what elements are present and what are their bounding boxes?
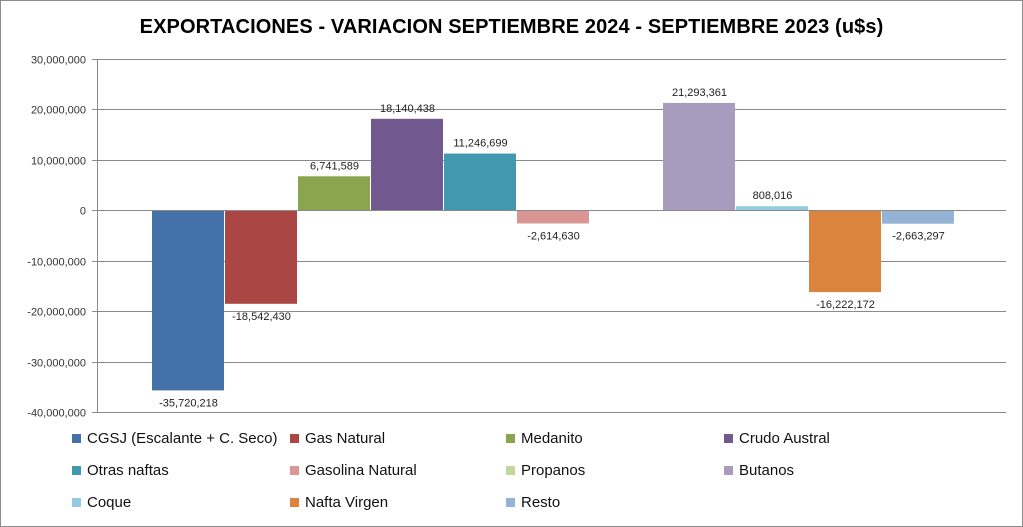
data-label: -2,614,630 bbox=[527, 230, 580, 242]
bar bbox=[882, 210, 954, 224]
legend-swatch bbox=[290, 466, 299, 475]
data-label: 18,140,438 bbox=[380, 103, 435, 115]
bar bbox=[298, 176, 370, 211]
bar bbox=[809, 210, 881, 293]
legend-label: Otras naftas bbox=[87, 462, 169, 479]
bar bbox=[444, 153, 516, 211]
y-tick-label: 30,000,000 bbox=[31, 55, 86, 67]
bar bbox=[152, 210, 224, 391]
legend-label: Gas Natural bbox=[305, 430, 386, 447]
legend-swatch bbox=[290, 498, 299, 507]
y-tick-label: -30,000,000 bbox=[27, 358, 86, 370]
data-label: -35,720,218 bbox=[159, 397, 218, 409]
legend-label: Butanos bbox=[739, 462, 795, 479]
data-label: 11,246,699 bbox=[453, 138, 507, 150]
data-label: -18,542,430 bbox=[232, 311, 291, 323]
bar bbox=[736, 206, 808, 211]
legend-swatch bbox=[506, 434, 515, 443]
plot-area: 30,000,000 20,000,000 10,000,000 0 -10,000,0… bbox=[27, 55, 1006, 420]
legend-label: Nafta Virgen bbox=[305, 494, 389, 511]
legend-item: Crudo Austral bbox=[724, 430, 830, 447]
data-label: 21,293,361 bbox=[672, 87, 727, 99]
legend-swatch bbox=[72, 466, 81, 475]
data-label: -16,222,172 bbox=[816, 299, 875, 311]
y-tick-label: 10,000,000 bbox=[31, 156, 86, 168]
legend-item: Gas Natural bbox=[290, 430, 385, 447]
y-tick-label: 20,000,000 bbox=[31, 105, 86, 117]
legend-label: Medanito bbox=[521, 430, 583, 447]
y-tick-label: -10,000,000 bbox=[27, 257, 86, 269]
legend-item: Coque bbox=[72, 494, 131, 511]
legend-label: Resto bbox=[521, 494, 561, 511]
legend-item: Medanito bbox=[506, 430, 583, 447]
legend-label: Gasolina Natural bbox=[305, 462, 417, 479]
bar bbox=[371, 118, 443, 211]
legend-label: Coque bbox=[87, 494, 132, 511]
legend-item: Resto bbox=[506, 494, 560, 511]
bar bbox=[517, 210, 589, 224]
y-tick-label: -20,000,000 bbox=[27, 307, 86, 319]
legend: CGSJ (Escalante + C. Seco) Gas Natural Med… bbox=[72, 430, 1012, 520]
legend-item: Otras naftas bbox=[72, 462, 169, 479]
bar bbox=[225, 210, 297, 304]
legend-item: Nafta Virgen bbox=[290, 494, 388, 511]
legend-label: Propanos bbox=[521, 462, 586, 479]
legend-swatch bbox=[72, 498, 81, 507]
legend-item: CGSJ (Escalante + C. Seco) bbox=[72, 430, 278, 447]
data-label: 808,016 bbox=[753, 190, 793, 202]
chart-title: EXPORTACIONES - VARIACION SEPTIEMBRE 202… bbox=[139, 16, 884, 38]
data-label: -2,663,297 bbox=[892, 231, 945, 243]
legend-swatch bbox=[290, 434, 299, 443]
y-tick-label: 0 bbox=[80, 206, 86, 218]
legend-swatch bbox=[724, 434, 733, 443]
legend-item: Gasolina Natural bbox=[290, 462, 417, 479]
legend-label: CGSJ (Escalante + C. Seco) bbox=[87, 430, 278, 447]
legend-swatch bbox=[506, 498, 515, 507]
bar bbox=[663, 102, 735, 211]
legend-swatch bbox=[72, 434, 81, 443]
legend-label: Crudo Austral bbox=[739, 430, 830, 447]
data-label: 6,741,589 bbox=[310, 160, 359, 172]
legend-swatch bbox=[724, 466, 733, 475]
legend-swatch bbox=[506, 466, 515, 475]
legend-item: Butanos bbox=[724, 462, 794, 479]
y-tick-label: -40,000,000 bbox=[27, 408, 86, 420]
legend-item: Propanos bbox=[506, 462, 585, 479]
